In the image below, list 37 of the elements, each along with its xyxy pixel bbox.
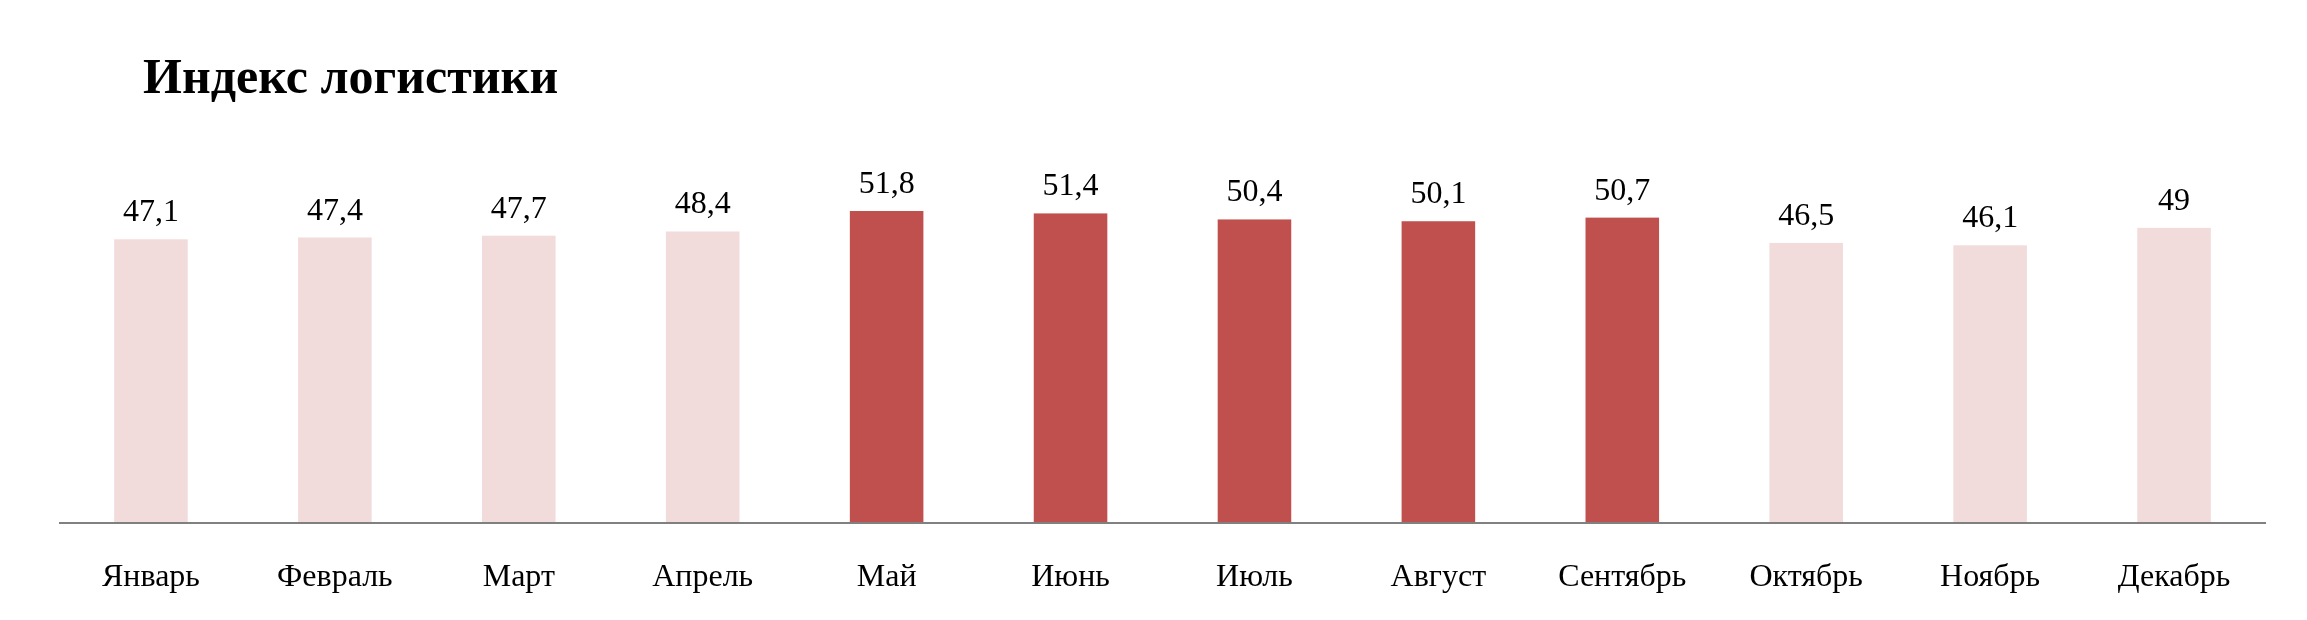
data-label: 51,8 [858,164,915,200]
bar [2137,227,2211,523]
bar [849,211,924,523]
data-label: 46,1 [1962,198,2019,235]
bar [482,235,556,523]
x-tick-label: Июль [1216,557,1293,593]
bar [1401,221,1476,523]
x-tick-label: Май [856,557,917,593]
bar [1033,213,1108,523]
x-tick-label: Март [482,557,555,593]
bar [1585,217,1660,523]
data-label: 46,5 [1778,195,1835,232]
data-label: 50,7 [1594,170,1651,207]
data-label: 51,4 [1042,166,1099,203]
bar [298,237,372,523]
data-label: 50,4 [1226,172,1283,209]
bar [665,231,740,523]
data-label: 50,1 [1410,174,1467,211]
bar [1953,245,2027,523]
data-label: 47,1 [122,192,179,229]
bar [114,239,188,523]
x-tick-label: Сентябрь [1558,557,1687,593]
bar [1217,219,1292,523]
data-label: 47,7 [490,188,547,225]
data-label: 49 [2158,180,2191,217]
x-tick-label: Август [1390,557,1487,593]
bar [1769,242,1843,523]
x-tick-label: Февраль [277,557,393,593]
data-label: 47,4 [306,190,363,227]
x-tick-label: Ноябрь [1940,557,2041,593]
chart-title: Индекс логистики [143,48,559,104]
x-tick-label: Июнь [1031,557,1110,593]
x-tick-label: Январь [101,557,200,593]
x-tick-label: Декабрь [2117,557,2231,593]
x-tick-label: Апрель [652,557,754,593]
data-label: 48,4 [674,184,731,221]
x-tick-label: Октябрь [1749,557,1863,593]
